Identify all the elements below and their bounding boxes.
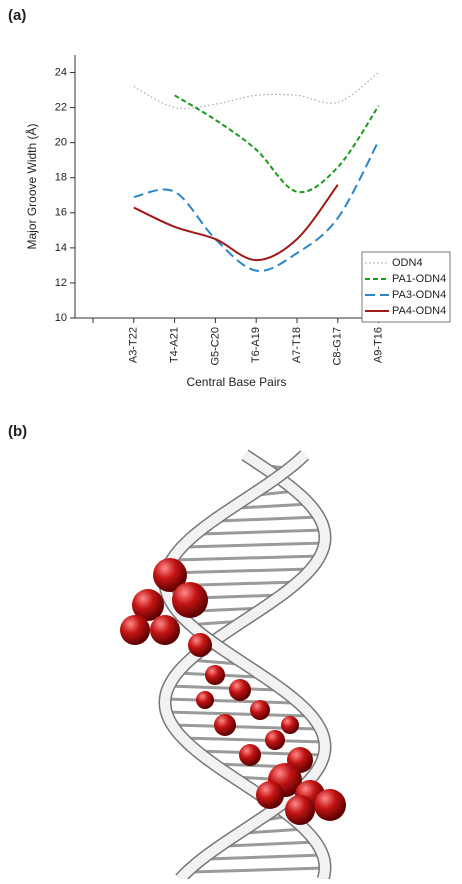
y-axis-label: Major Groove Width (Å) xyxy=(24,123,39,249)
legend-label: PA1-ODN4 xyxy=(392,273,446,285)
x-axis-label: Central Base Pairs xyxy=(186,375,286,389)
x-tick-label: G5-C20 xyxy=(209,327,221,366)
series-line xyxy=(134,185,338,260)
ligand-atom xyxy=(172,582,208,618)
ligand-atom xyxy=(256,781,284,809)
ligand-atom xyxy=(120,615,150,645)
series-line xyxy=(175,95,379,192)
ligand-atom xyxy=(188,633,212,657)
y-tick-label: 20 xyxy=(55,137,67,149)
ligand-atom xyxy=(250,700,270,720)
series-line xyxy=(134,73,379,109)
series-line xyxy=(134,141,379,271)
ligand-atom xyxy=(196,691,214,709)
figure: (a) (b) 10 12 14 16 18 20 22 24 A3-T22 T4-A21 G5-C… xyxy=(0,0,462,879)
y-tick-label: 18 xyxy=(55,172,67,184)
ligand-atom xyxy=(229,679,251,701)
x-tick-label: A3-T22 xyxy=(128,327,140,363)
base-pair xyxy=(218,517,319,521)
base-pair xyxy=(183,738,324,742)
dna-structure xyxy=(120,455,346,879)
legend-label: ODN4 xyxy=(392,257,423,269)
y-tick-label: 10 xyxy=(55,312,67,324)
x-tick-label: A9-T16 xyxy=(373,327,385,363)
base-pair xyxy=(186,543,325,547)
ligand-atom xyxy=(239,744,261,766)
ligand-atom xyxy=(205,665,225,685)
ligand-atom xyxy=(285,795,315,825)
ligand-atom xyxy=(150,615,180,645)
ligand-atom xyxy=(265,730,285,750)
ligand-atom xyxy=(281,716,299,734)
x-tick-label: T4-A21 xyxy=(169,327,181,363)
panel-label: (a) xyxy=(8,7,26,24)
base-pair xyxy=(169,686,277,690)
base-pair xyxy=(165,699,294,703)
x-tick-label: A7-T18 xyxy=(291,327,303,363)
legend-label: PA3-ODN4 xyxy=(392,289,446,301)
base-pair xyxy=(207,855,322,859)
panel-label: (b) xyxy=(8,423,27,440)
base-pair xyxy=(174,556,320,560)
base-pair xyxy=(191,868,325,872)
base-pair xyxy=(167,569,311,573)
base-pair xyxy=(201,530,324,534)
base-pair xyxy=(226,842,316,846)
y-tick-label: 12 xyxy=(55,277,67,289)
x-tick-label: C8-G17 xyxy=(332,327,344,366)
ligand-atom xyxy=(314,789,346,821)
y-tick-label: 16 xyxy=(55,207,67,219)
y-tick-label: 24 xyxy=(55,66,67,78)
y-tick-label: 14 xyxy=(55,242,67,254)
x-tick-label: T6-A19 xyxy=(250,327,262,363)
ligand-atom xyxy=(214,714,236,736)
page: {"panel_labels": ["(a)", "(b)"], "chart_… xyxy=(0,0,462,884)
y-tick-label: 22 xyxy=(55,102,67,114)
base-pair xyxy=(166,712,308,716)
legend-label: PA4-ODN4 xyxy=(392,305,446,317)
